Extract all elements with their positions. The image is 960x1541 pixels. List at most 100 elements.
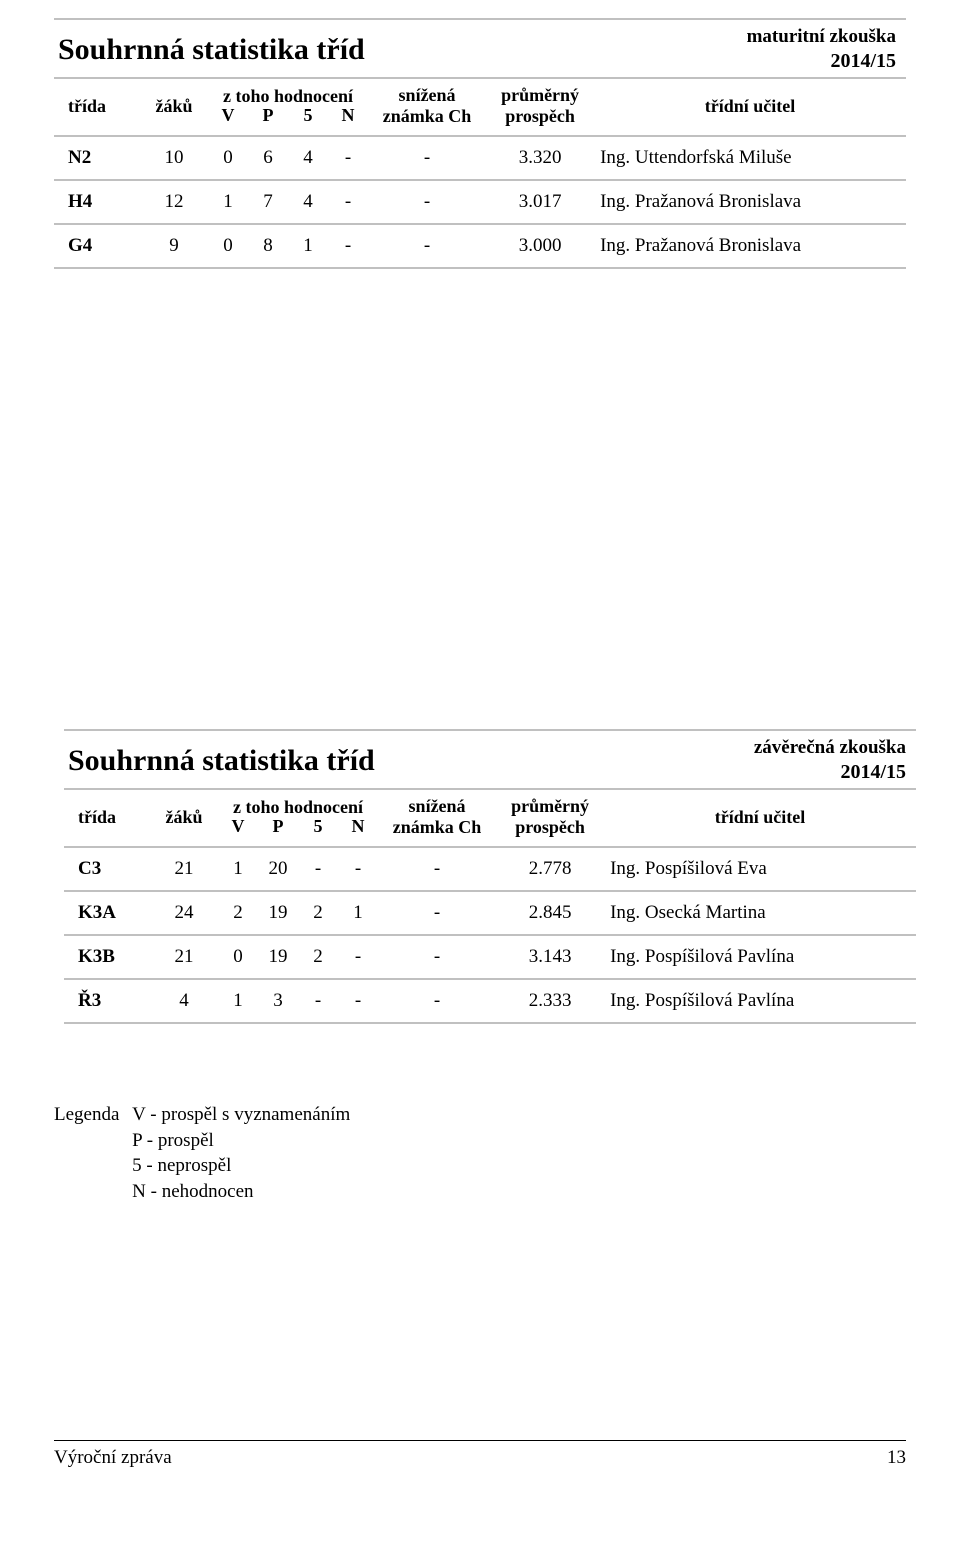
table1-header-row: třída žáků z toho hodnocení VP5N snížená…	[54, 78, 906, 136]
cell-snizena: -	[378, 891, 496, 935]
cell-n: -	[328, 224, 368, 268]
cell-prumer: 3.143	[496, 935, 604, 979]
th2-zaku: žáků	[150, 789, 218, 847]
th-trida: třída	[54, 78, 140, 136]
cell-snizena: -	[368, 136, 486, 180]
legend-item: V - prospěl s vyznamenáním	[132, 1102, 350, 1128]
th2-prumer-top: průměrný	[496, 796, 604, 817]
cell-v: 1	[218, 979, 258, 1023]
table-row: C321120---2.778Ing. Pospíšilová Eva	[64, 847, 916, 891]
cell-n: -	[338, 847, 378, 891]
cell-zaku: 10	[140, 136, 208, 180]
footer: Výroční zpráva 13	[54, 1440, 906, 1469]
table2-wrapper: Souhrnná statistika tříd závěrečná zkouš…	[64, 729, 916, 1024]
th-ztoho-5: 5	[288, 106, 328, 125]
th-ztoho-top: z toho hodnocení	[208, 87, 368, 106]
cell-zaku: 21	[150, 935, 218, 979]
cell-v: 0	[208, 224, 248, 268]
table2-title-row: Souhrnná statistika tříd závěrečná zkouš…	[64, 730, 916, 789]
legend-items: V - prospěl s vyznamenáním P - prospěl 5…	[132, 1102, 350, 1205]
cell-n: 1	[338, 891, 378, 935]
th-prumer-bot: prospěch	[486, 106, 594, 127]
th2-snizena-top: snížená	[378, 796, 496, 817]
cell-snizena: -	[378, 847, 496, 891]
cell-prumer: 2.333	[496, 979, 604, 1023]
cell-prumer: 3.000	[486, 224, 594, 268]
th-ztoho-n: N	[328, 106, 368, 125]
cell-ucitel: Ing. Pražanová Bronislava	[594, 180, 906, 224]
table-row: Ř3413---2.333Ing. Pospíšilová Pavlína	[64, 979, 916, 1023]
cell-v: 2	[218, 891, 258, 935]
th2-ztoho-5: 5	[298, 817, 338, 836]
cell-n: -	[338, 935, 378, 979]
th2-ztoho-n: N	[338, 817, 378, 836]
cell-v: 1	[218, 847, 258, 891]
th-snizena: snížená známka Ch	[368, 78, 486, 136]
th-ucitel: třídní učitel	[594, 78, 906, 136]
th2-ztoho: z toho hodnocení VP5N	[218, 789, 378, 847]
th2-snizena-bot: známka Ch	[378, 817, 496, 838]
spacer-between-tables	[54, 269, 906, 729]
table1-subtitle-top: maturitní zkouška	[747, 26, 896, 47]
legend-label: Legenda	[54, 1102, 119, 1128]
cell-snizena: -	[368, 224, 486, 268]
legend-item: P - prospěl	[132, 1128, 350, 1154]
cell-prumer: 2.778	[496, 847, 604, 891]
cell-n: -	[338, 979, 378, 1023]
th-prumer: průměrný prospěch	[486, 78, 594, 136]
cell-trida: K3A	[64, 891, 150, 935]
table-row: H412174--3.017Ing. Pražanová Bronislava	[54, 180, 906, 224]
cell-zaku: 4	[150, 979, 218, 1023]
cell-ucitel: Ing. Pražanová Bronislava	[594, 224, 906, 268]
cell-snizena: -	[378, 979, 496, 1023]
th-ztoho: z toho hodnocení VP5N	[208, 78, 368, 136]
th2-trida: třída	[64, 789, 150, 847]
cell-trida: G4	[54, 224, 140, 268]
cell-trida: N2	[54, 136, 140, 180]
cell-ucitel: Ing. Osecká Martina	[604, 891, 916, 935]
cell-ucitel: Ing. Pospíšilová Eva	[604, 847, 916, 891]
cell-5: -	[298, 847, 338, 891]
cell-snizena: -	[378, 935, 496, 979]
cell-5: 4	[288, 180, 328, 224]
th2-ztoho-p: P	[258, 817, 298, 836]
footer-left: Výroční zpráva	[54, 1447, 172, 1469]
summary-table-1: Souhrnná statistika tříd maturitní zkouš…	[54, 18, 906, 269]
cell-p: 3	[258, 979, 298, 1023]
cell-prumer: 2.845	[496, 891, 604, 935]
legend: Legenda V - prospěl s vyznamenáním P - p…	[54, 1102, 906, 1205]
th2-prumer: průměrný prospěch	[496, 789, 604, 847]
cell-v: 0	[208, 136, 248, 180]
th-ztoho-p: P	[248, 106, 288, 125]
cell-5: 1	[288, 224, 328, 268]
th2-snizena: snížená známka Ch	[378, 789, 496, 847]
cell-prumer: 3.320	[486, 136, 594, 180]
table1-subtitle-bottom: 2014/15	[368, 50, 896, 73]
table-row: G49081--3.000Ing. Pražanová Bronislava	[54, 224, 906, 268]
cell-trida: Ř3	[64, 979, 150, 1023]
th-snizena-bot: známka Ch	[368, 106, 486, 127]
cell-p: 19	[258, 935, 298, 979]
cell-prumer: 3.017	[486, 180, 594, 224]
cell-5: 2	[298, 935, 338, 979]
footer-page-number: 13	[887, 1447, 906, 1469]
th2-ztoho-v: V	[218, 817, 258, 836]
cell-p: 19	[258, 891, 298, 935]
cell-v: 1	[208, 180, 248, 224]
cell-p: 7	[248, 180, 288, 224]
cell-zaku: 24	[150, 891, 218, 935]
th-zaku: žáků	[140, 78, 208, 136]
legend-item: 5 - neprospěl	[132, 1153, 350, 1179]
cell-trida: K3B	[64, 935, 150, 979]
cell-zaku: 9	[140, 224, 208, 268]
cell-5: 2	[298, 891, 338, 935]
cell-trida: C3	[64, 847, 150, 891]
legend-item: N - nehodnocen	[132, 1179, 350, 1205]
cell-p: 20	[258, 847, 298, 891]
cell-v: 0	[218, 935, 258, 979]
table2-subtitle-bottom: 2014/15	[378, 761, 906, 784]
th-snizena-top: snížená	[368, 85, 486, 106]
table1-title-row: Souhrnná statistika tříd maturitní zkouš…	[54, 19, 906, 78]
th2-ztoho-top: z toho hodnocení	[218, 798, 378, 817]
cell-snizena: -	[368, 180, 486, 224]
